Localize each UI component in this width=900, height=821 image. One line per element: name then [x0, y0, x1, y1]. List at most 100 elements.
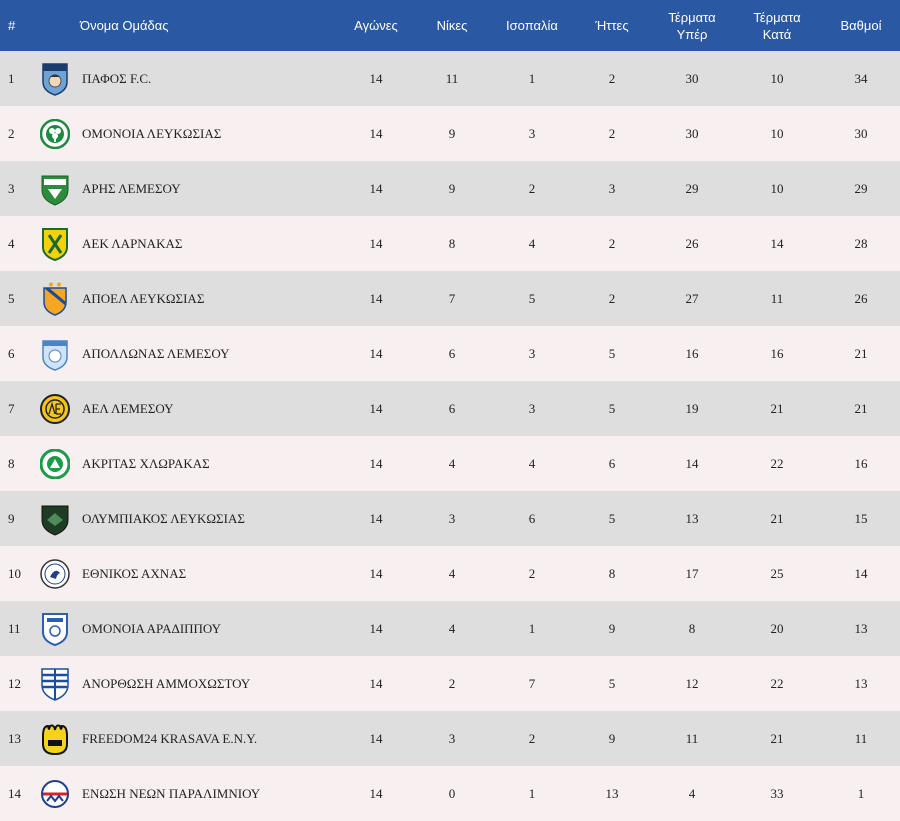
- team-entry[interactable]: ΑΠΟΛΛΩΝΑΣ ΛΕΜΕΣΟΥ: [40, 337, 340, 371]
- standings-body: 1 ΠΑΦΟΣ F.C. 14 11 1 2 30 10 34 2 ΟΜΟΝΟΙΑ ΛΕΥΚΩΣΙΑ…: [0, 51, 900, 821]
- table-row[interactable]: 3 ΑΡΗΣ ΛΕΜΕΣΟΥ 14 9 2 3 29 10 29: [0, 161, 900, 216]
- draws-cell: 1: [528, 70, 536, 86]
- table-row[interactable]: 4 ΑΕΚ ΛΑΡΝΑΚΑΣ 14 8 4 2 26 14 28: [0, 216, 900, 271]
- losses-cell: 5: [608, 675, 616, 691]
- team-name[interactable]: ΑΠΟΛΛΩΝΑΣ ΛΕΜΕΣΟΥ: [82, 345, 230, 361]
- losses-cell: 2: [608, 290, 616, 306]
- points-cell: 11: [854, 730, 868, 746]
- team-name[interactable]: ΠΑΦΟΣ F.C.: [82, 70, 152, 86]
- team-name[interactable]: ΑΕΚ ΛΑΡΝΑΚΑΣ: [82, 235, 183, 251]
- played-cell: 14: [369, 620, 383, 636]
- table-row[interactable]: 10 ΕΘΝΙΚΟΣ ΑΧΝΑΣ 14 4 2 8 17 25 14: [0, 546, 900, 601]
- team-entry[interactable]: ΕΝΩΣΗ ΝΕΩΝ ΠΑΡΑΛΙΜΝΙΟΥ: [40, 777, 340, 811]
- points-cell: 16: [854, 455, 868, 471]
- table-row[interactable]: 7 ΑΕΛ ΛΕΜΕΣΟΥ 14 6 3 5 19 21 21: [0, 381, 900, 436]
- team-entry[interactable]: ΟΜΟΝΟΙΑ ΛΕΥΚΩΣΙΑΣ: [40, 117, 340, 151]
- draws-cell: 4: [528, 455, 536, 471]
- header-rank[interactable]: #: [8, 18, 16, 33]
- olympiakos-logo-icon: [40, 502, 70, 536]
- team-cell: ΑΕΚ ΛΑΡΝΑΚΑΣ: [40, 216, 340, 271]
- losses-cell: 8: [608, 565, 616, 581]
- team-name[interactable]: ΕΘΝΙΚΟΣ ΑΧΝΑΣ: [82, 565, 187, 581]
- rank-cell: 5: [8, 290, 15, 306]
- played-cell: 14: [369, 730, 383, 746]
- draws-cell: 6: [528, 510, 536, 526]
- rank-cell: 2: [8, 125, 15, 141]
- table-row[interactable]: 6 ΑΠΟΛΛΩΝΑΣ ΛΕΜΕΣΟΥ 14 6 3 5 16 16 21: [0, 326, 900, 381]
- wins-cell: 11: [445, 70, 459, 86]
- team-entry[interactable]: ΑΡΗΣ ΛΕΜΕΣΟΥ: [40, 172, 340, 206]
- ga-cell: 10: [770, 180, 784, 196]
- omonoia-logo-icon: [40, 117, 70, 151]
- ga-cell: 10: [770, 70, 784, 86]
- anorthosis-logo-icon: [40, 667, 70, 701]
- played-cell: 14: [369, 345, 383, 361]
- team-entry[interactable]: ΕΘΝΙΚΟΣ ΑΧΝΑΣ: [40, 557, 340, 591]
- points-cell: 14: [854, 565, 868, 581]
- rank-cell: 14: [8, 785, 21, 801]
- header-draws[interactable]: Ισοπαλία: [506, 18, 558, 33]
- header-losses[interactable]: Ήττες: [595, 18, 629, 33]
- aek-logo-icon: [40, 227, 70, 261]
- rank-cell: 6: [8, 345, 15, 361]
- table-row[interactable]: 14 ΕΝΩΣΗ ΝΕΩΝ ΠΑΡΑΛΙΜΝΙΟΥ 14 0 1 13 4 33 1: [0, 766, 900, 821]
- team-entry[interactable]: ΟΜΟΝΟΙΑ ΑΡΑΔΙΠΠΟΥ: [40, 612, 340, 646]
- played-cell: 14: [369, 180, 383, 196]
- header-played[interactable]: Αγώνες: [354, 18, 398, 33]
- team-name[interactable]: ΟΜΟΝΟΙΑ ΛΕΥΚΩΣΙΑΣ: [82, 125, 222, 141]
- draws-cell: 1: [528, 785, 536, 801]
- wins-cell: 3: [448, 730, 456, 746]
- played-cell: 14: [369, 675, 383, 691]
- table-row[interactable]: 2 ΟΜΟΝΟΙΑ ΛΕΥΚΩΣΙΑΣ 14 9 3 2 30 10 30: [0, 106, 900, 161]
- team-name[interactable]: ΑΚΡΙΤΑΣ ΧΛΩΡΑΚΑΣ: [82, 455, 210, 471]
- header-points[interactable]: Βαθμοί: [840, 18, 882, 33]
- points-cell: 26: [854, 290, 868, 306]
- draws-cell: 2: [528, 180, 536, 196]
- team-name[interactable]: ΟΛΥΜΠΙΑΚΟΣ ΛΕΥΚΩΣΙΑΣ: [82, 510, 245, 526]
- team-cell: ΑΠΟΕΛ ΛΕΥΚΩΣΙΑΣ: [40, 271, 340, 326]
- table-row[interactable]: 11 ΟΜΟΝΟΙΑ ΑΡΑΔΙΠΠΟΥ 14 4 1 9 8 20 13: [0, 601, 900, 656]
- table-row[interactable]: 5 ΑΠΟΕΛ ΛΕΥΚΩΣΙΑΣ 14 7 5 2 27 11 26: [0, 271, 900, 326]
- ga-cell: 25: [770, 565, 784, 581]
- team-name[interactable]: ΟΜΟΝΟΙΑ ΑΡΑΔΙΠΠΟΥ: [82, 620, 222, 636]
- table-row[interactable]: 1 ΠΑΦΟΣ F.C. 14 11 1 2 30 10 34: [0, 51, 900, 106]
- header-goals-for[interactable]: Τέρματα Υπέρ: [652, 0, 732, 51]
- team-entry[interactable]: ΑΕΛ ΛΕΜΕΣΟΥ: [40, 392, 340, 426]
- team-entry[interactable]: ΑΕΚ ΛΑΡΝΑΚΑΣ: [40, 227, 340, 261]
- team-name[interactable]: ΑΠΟΕΛ ΛΕΥΚΩΣΙΑΣ: [82, 290, 205, 306]
- header-goals-against[interactable]: Τέρματα Κατά: [732, 0, 822, 51]
- losses-cell: 13: [605, 785, 619, 801]
- rank-cell: 10: [8, 565, 21, 581]
- team-cell: ΑΚΡΙΤΑΣ ΧΛΩΡΑΚΑΣ: [40, 436, 340, 491]
- table-row[interactable]: 12 ΑΝΟΡΘΩΣΗ ΑΜΜΟΧΩΣΤΟΥ 14 2 7 5 12 22 13: [0, 656, 900, 711]
- team-name[interactable]: ΕΝΩΣΗ ΝΕΩΝ ΠΑΡΑΛΙΜΝΙΟΥ: [82, 785, 261, 801]
- team-entry[interactable]: ΑΠΟΕΛ ΛΕΥΚΩΣΙΑΣ: [40, 282, 340, 316]
- team-entry[interactable]: ΑΚΡΙΤΑΣ ΧΛΩΡΑΚΑΣ: [40, 447, 340, 481]
- team-entry[interactable]: ΟΛΥΜΠΙΑΚΟΣ ΛΕΥΚΩΣΙΑΣ: [40, 502, 340, 536]
- gf-cell: 11: [685, 730, 699, 746]
- table-row[interactable]: 13 FREEDOM24 KRASAVA E.N.Y. 14 3 2 9 11 21 11: [0, 711, 900, 766]
- rank-cell: 9: [8, 510, 15, 526]
- team-name[interactable]: FREEDOM24 KRASAVA E.N.Y.: [82, 730, 258, 746]
- omonoia-aradippou-logo-icon: [40, 612, 70, 646]
- team-entry[interactable]: ΠΑΦΟΣ F.C.: [40, 62, 340, 96]
- team-name[interactable]: ΑΡΗΣ ΛΕΜΕΣΟΥ: [82, 180, 181, 196]
- team-entry[interactable]: ΑΝΟΡΘΩΣΗ ΑΜΜΟΧΩΣΤΟΥ: [40, 667, 340, 701]
- points-cell: 13: [854, 675, 868, 691]
- team-name[interactable]: ΑΝΟΡΘΩΣΗ ΑΜΜΟΧΩΣΤΟΥ: [82, 675, 251, 691]
- draws-cell: 3: [528, 125, 536, 141]
- wins-cell: 4: [448, 565, 456, 581]
- team-entry[interactable]: FREEDOM24 KRASAVA E.N.Y.: [40, 722, 340, 756]
- team-cell: ΟΜΟΝΟΙΑ ΛΕΥΚΩΣΙΑΣ: [40, 106, 340, 161]
- draws-cell: 2: [528, 565, 536, 581]
- table-row[interactable]: 9 ΟΛΥΜΠΙΑΚΟΣ ΛΕΥΚΩΣΙΑΣ 14 3 6 5 13 21 15: [0, 491, 900, 546]
- gf-cell: 17: [685, 565, 699, 581]
- header-wins[interactable]: Νίκες: [436, 18, 468, 33]
- header-team[interactable]: Όνομα Ομάδας: [80, 18, 169, 33]
- losses-cell: 2: [608, 70, 616, 86]
- losses-cell: 5: [608, 345, 616, 361]
- table-row[interactable]: 8 ΑΚΡΙΤΑΣ ΧΛΩΡΑΚΑΣ 14 4 4 6 14 22 16: [0, 436, 900, 491]
- team-name[interactable]: ΑΕΛ ΛΕΜΕΣΟΥ: [82, 400, 174, 416]
- losses-cell: 9: [608, 620, 616, 636]
